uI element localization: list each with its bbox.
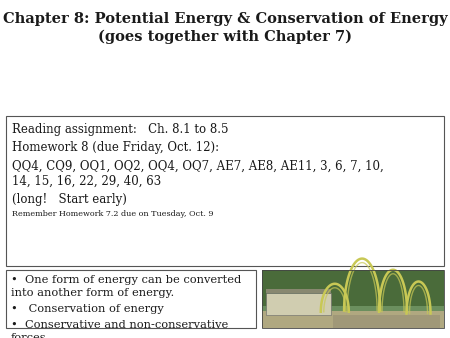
Text: 14, 15, 16, 22, 29, 40, 63: 14, 15, 16, 22, 29, 40, 63	[12, 174, 161, 188]
FancyBboxPatch shape	[333, 315, 440, 328]
FancyBboxPatch shape	[262, 311, 444, 328]
Text: Reading assignment:   Ch. 8.1 to 8.5: Reading assignment: Ch. 8.1 to 8.5	[12, 123, 229, 136]
Text: Remember Homework 7.2 due on Tuesday, Oct. 9: Remember Homework 7.2 due on Tuesday, Oc…	[12, 210, 213, 217]
Text: •  Conservative and non-conservative: • Conservative and non-conservative	[11, 320, 228, 331]
Text: Homework 8 (due Friday, Oct. 12):: Homework 8 (due Friday, Oct. 12):	[12, 142, 219, 154]
Text: (goes together with Chapter 7): (goes together with Chapter 7)	[98, 30, 352, 44]
FancyBboxPatch shape	[266, 293, 331, 315]
Text: into another form of energy.: into another form of energy.	[11, 288, 174, 297]
FancyBboxPatch shape	[262, 270, 444, 306]
FancyBboxPatch shape	[6, 270, 256, 328]
Text: QQ4, CQ9, OQ1, OQ2, OQ4, OQ7, AE7, AE8, AE11, 3, 6, 7, 10,: QQ4, CQ9, OQ1, OQ2, OQ4, OQ7, AE7, AE8, …	[12, 160, 384, 173]
FancyBboxPatch shape	[266, 289, 331, 293]
Text: Chapter 8: Potential Energy & Conservation of Energy: Chapter 8: Potential Energy & Conservati…	[3, 12, 447, 26]
Text: •   Conservation of energy: • Conservation of energy	[11, 304, 164, 314]
Text: (long!   Start early): (long! Start early)	[12, 193, 127, 206]
FancyBboxPatch shape	[262, 270, 444, 328]
Text: •  One form of energy can be converted: • One form of energy can be converted	[11, 275, 241, 285]
Text: forces: forces	[11, 333, 47, 338]
FancyBboxPatch shape	[6, 116, 444, 266]
